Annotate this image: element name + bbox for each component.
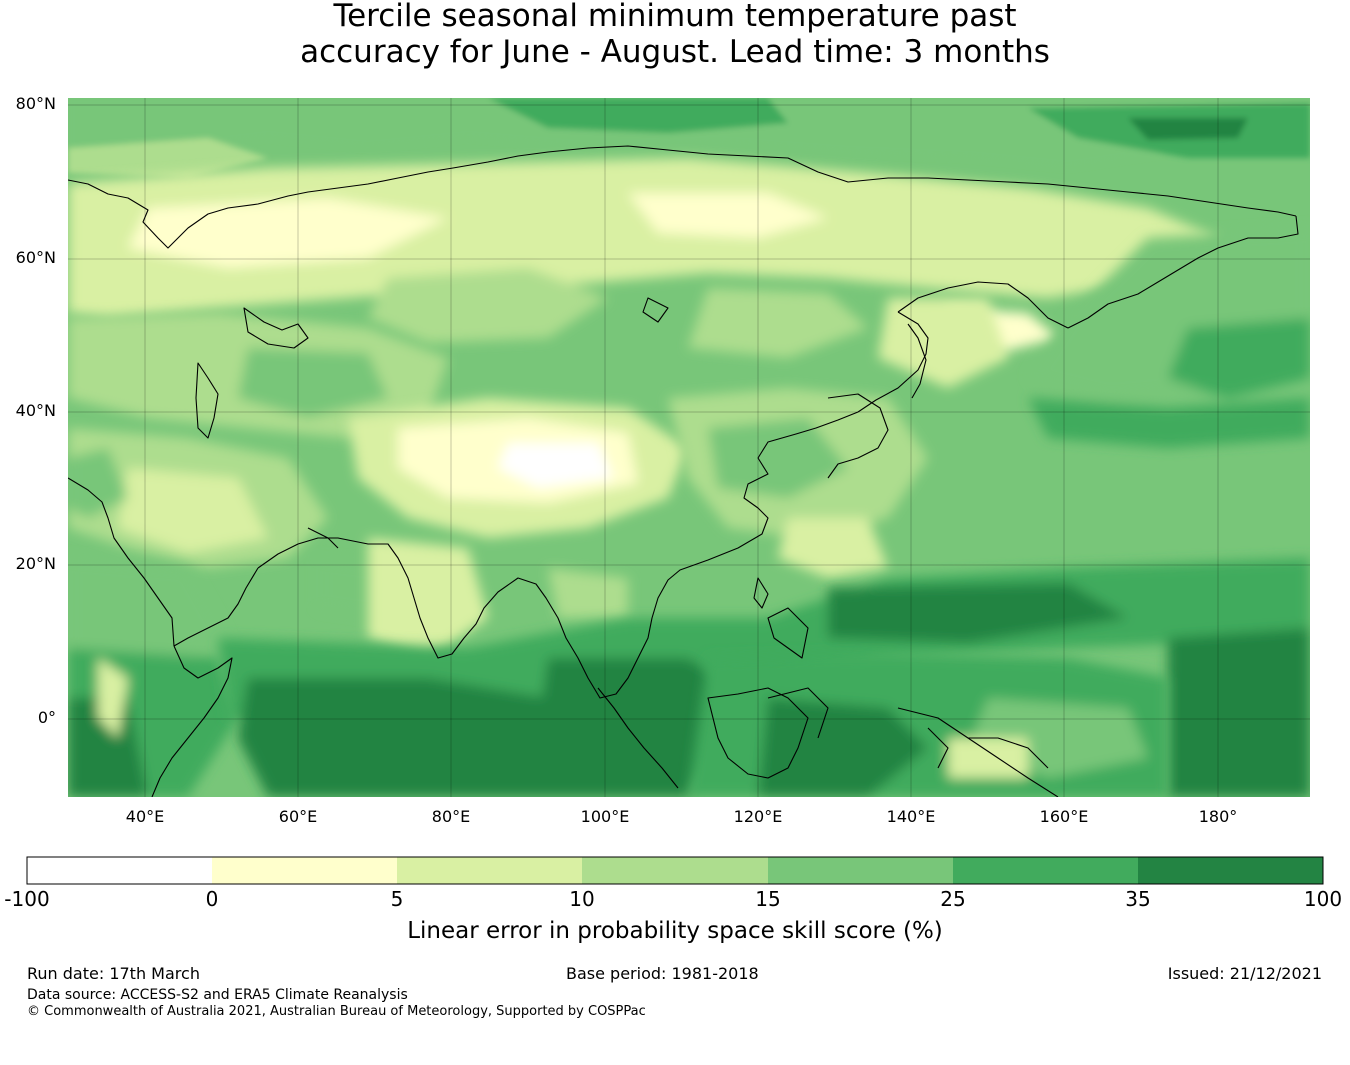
- colorbar-tick-5: 5: [390, 887, 404, 911]
- colorbar: [26, 856, 1324, 885]
- colorbar-label: Linear error in probability space skill …: [407, 918, 943, 944]
- lon-label-120e: 120°E: [733, 807, 783, 826]
- coastlines: [68, 145, 1299, 797]
- colorbar-tick-35: 35: [1125, 887, 1151, 911]
- colorbar-tick-10: 10: [569, 887, 595, 911]
- colorbar-segment-2: [212, 857, 397, 884]
- title-line-1: Tercile seasonal minimum temperature pas…: [333, 0, 1017, 34]
- skill-region-siberia: [68, 158, 1218, 358]
- title-line-2: accuracy for June - August. Lead time: 3…: [300, 34, 1050, 70]
- lat-label-40n: 40°N: [15, 401, 56, 420]
- lon-label-160e: 160°E: [1039, 807, 1089, 826]
- lat-label-20n: 20°N: [15, 554, 56, 573]
- map-canvas: [68, 98, 1310, 797]
- colorbar-segment-3: [397, 857, 582, 884]
- map-gridlines: [68, 98, 1310, 797]
- colorbar-segment-7: [1138, 857, 1323, 884]
- base-period: Base period: 1981-2018: [566, 964, 759, 983]
- lon-label-60e: 60°E: [278, 807, 318, 826]
- data-source: Data source: ACCESS-S2 and ERA5 Climate …: [27, 987, 408, 1003]
- lon-label-180: 180°: [1198, 807, 1238, 826]
- colorbar-segment-1: [27, 857, 212, 884]
- colorbar-tick-25: 25: [940, 887, 966, 911]
- colorbar-segment-5: [768, 857, 953, 884]
- colorbar-tick-100: 100: [1303, 887, 1343, 911]
- colorbar-tick-15: 15: [755, 887, 781, 911]
- colorbar-tick-0: 0: [205, 887, 219, 911]
- skill-region-africa: [68, 558, 238, 797]
- run-date: Run date: 17th March: [27, 964, 200, 983]
- skill-region-maritime: [688, 653, 1168, 797]
- copyright: © Commonwealth of Australia 2021, Austra…: [27, 1004, 646, 1019]
- lon-label-80e: 80°E: [431, 807, 471, 826]
- skill-region-arctic: [68, 98, 1310, 178]
- skill-region-central-asia: [68, 313, 448, 618]
- lat-label-0: 0°: [37, 708, 56, 727]
- skill-region-tibet: [348, 398, 688, 658]
- lon-label-100e: 100°E: [580, 807, 630, 826]
- lon-label-140e: 140°E: [886, 807, 936, 826]
- lon-label-40e: 40°E: [125, 807, 165, 826]
- lat-label-60n: 60°N: [15, 248, 56, 267]
- colorbar-tick--100: -100: [4, 887, 50, 911]
- skill-score-map: [68, 98, 1310, 797]
- skill-region-east-asia: [668, 298, 1008, 578]
- colorbar-segment-4: [582, 857, 768, 884]
- issued-date: Issued: 21/12/2021: [1167, 964, 1322, 983]
- skill-region-north-pacific: [1028, 228, 1310, 448]
- lat-label-80n: 80°N: [15, 94, 56, 113]
- colorbar-outline: [26, 856, 1324, 885]
- colorbar-segment-6: [953, 857, 1138, 884]
